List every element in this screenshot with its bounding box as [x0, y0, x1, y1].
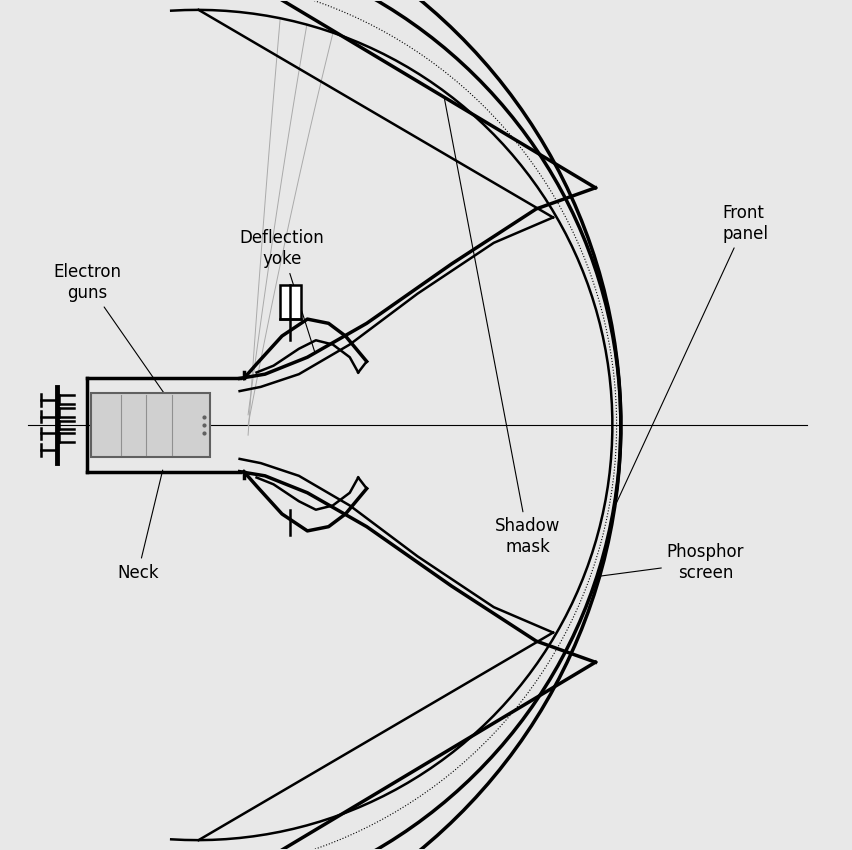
Bar — [279, 286, 301, 319]
Text: Front
panel: Front panel — [616, 204, 769, 504]
Text: Shadow
mask: Shadow mask — [445, 99, 561, 556]
Text: Deflection
yoke: Deflection yoke — [239, 230, 325, 353]
Text: Electron
guns: Electron guns — [53, 264, 179, 414]
Text: Neck: Neck — [117, 470, 163, 581]
Bar — [91, 393, 210, 457]
Text: Phosphor
screen: Phosphor screen — [600, 542, 745, 581]
